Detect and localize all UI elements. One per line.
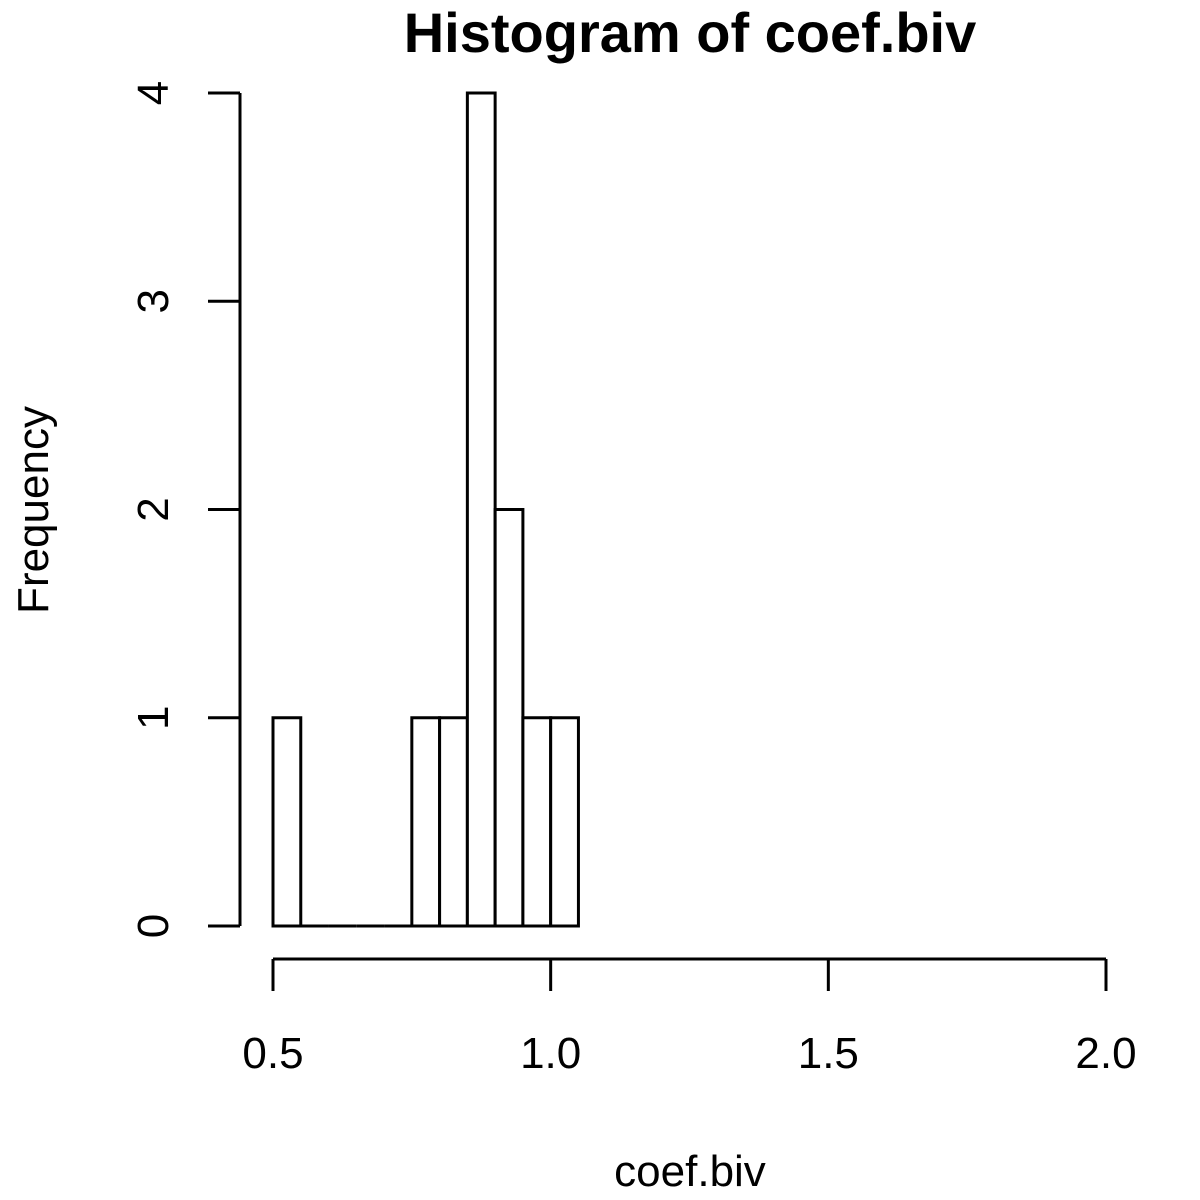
x-tick-label: 0.5 [242,1029,303,1078]
histogram-bar [410,716,442,928]
x-tick-label: 1.5 [798,1029,859,1078]
y-tick-label: 0 [129,914,178,938]
x-axis-label: coef.biv [614,1147,766,1196]
x-tick-label: 1.0 [520,1029,581,1078]
histogram-bar [493,508,525,928]
y-axis-label: Frequency [9,406,58,614]
histogram-bar [549,716,580,928]
chart-title: Histogram of coef.biv [404,1,977,64]
y-tick-label: 2 [129,497,178,521]
x-axis: 0.5 1.0 1.5 2.0 [242,957,1137,1078]
y-tick-label: 3 [129,289,178,313]
histogram-bar [438,716,469,928]
y-tick-label: 1 [129,706,178,730]
x-tick-label: 2.0 [1075,1029,1136,1078]
bars-group [271,91,580,928]
y-tick-label: 4 [129,81,178,105]
y-axis: 0 1 2 3 4 [129,81,242,938]
histogram-bar [271,716,303,928]
histogram-bar [465,91,497,928]
histogram-bar [521,716,553,928]
